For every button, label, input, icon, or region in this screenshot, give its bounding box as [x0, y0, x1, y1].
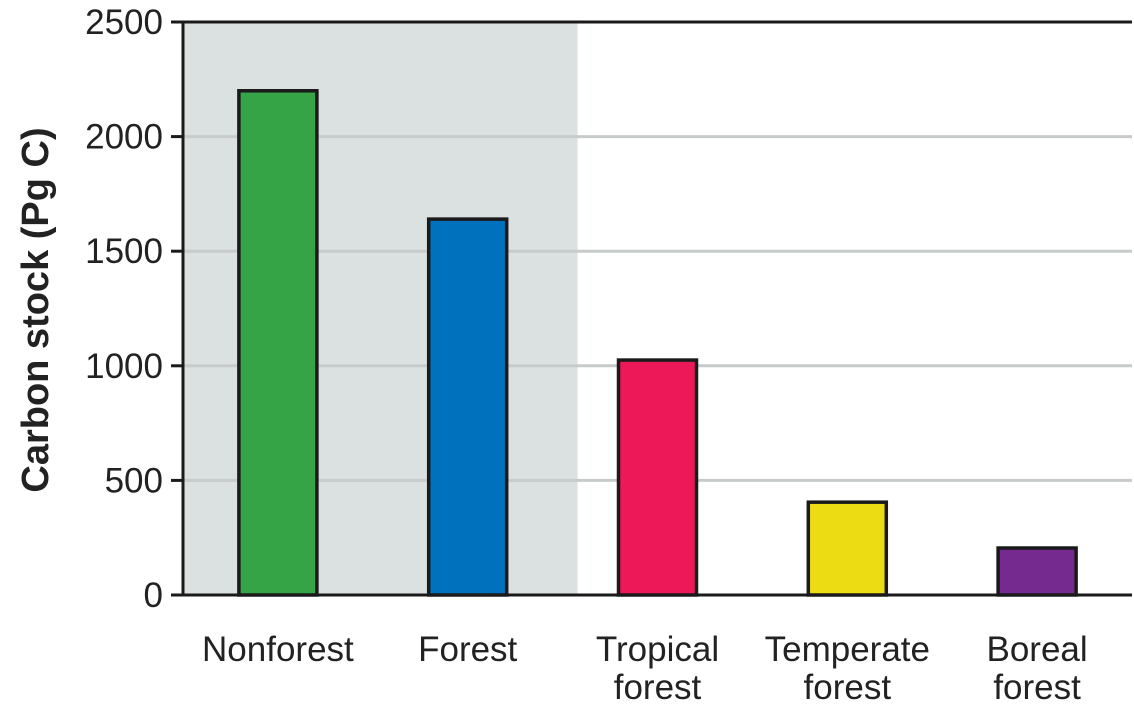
x-tick-label: Forest	[418, 630, 517, 669]
x-tick-label: Tropical forest	[596, 630, 719, 706]
y-tick-label: 2500	[85, 3, 163, 42]
bar-tropical-forest	[616, 358, 699, 597]
y-tick-label: 2000	[85, 118, 163, 157]
x-tick-label: Temperate forest	[765, 630, 930, 706]
bar-boreal-forest	[996, 546, 1078, 597]
y-axis-title: Carbon stock (Pg C)	[15, 127, 57, 492]
bar-temperate-forest	[806, 500, 889, 597]
y-tick-label: 1000	[85, 347, 163, 386]
y-tick-label: 1500	[85, 232, 163, 271]
bar-nonforest	[237, 89, 319, 597]
x-tick-label: Boreal forest	[987, 630, 1088, 706]
y-tick-label: 0	[144, 576, 163, 615]
x-tick-label: Nonforest	[202, 630, 354, 669]
y-tick-label: 500	[105, 461, 163, 500]
bar-forest	[426, 217, 509, 597]
